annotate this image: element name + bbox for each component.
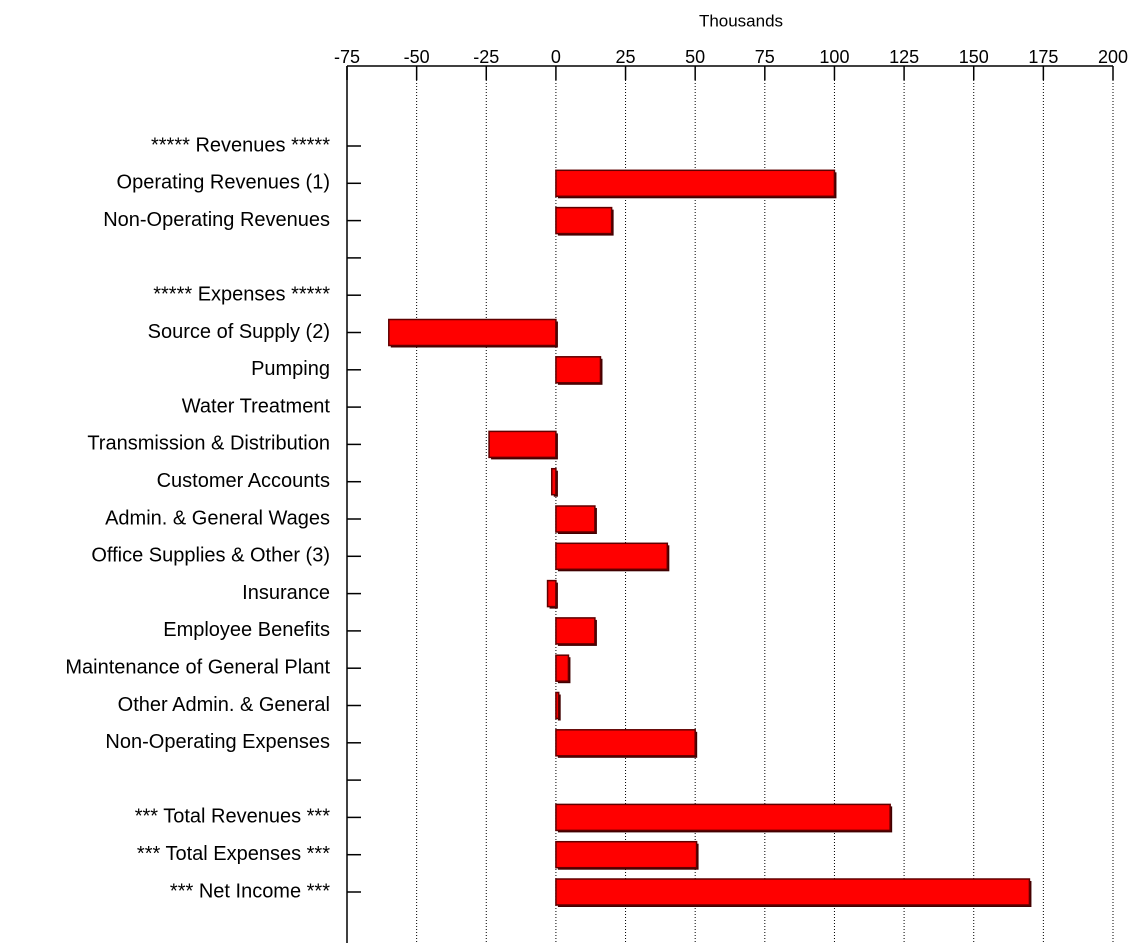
- bar: [555, 617, 596, 645]
- y-tick-label: Admin. & General Wages: [105, 507, 330, 529]
- x-tick-label: 0: [551, 47, 561, 67]
- bar: [555, 505, 596, 533]
- bar: [555, 878, 1031, 906]
- bar: [555, 356, 602, 384]
- y-tick-label: Source of Supply (2): [148, 321, 330, 343]
- x-tick-label: 50: [685, 47, 705, 67]
- bar: [555, 654, 570, 682]
- y-tick-label: *** Net Income ***: [170, 880, 330, 902]
- x-tick-label: 200: [1098, 47, 1128, 67]
- x-tick-label: 125: [889, 47, 919, 67]
- y-tick-label: Pumping: [251, 358, 330, 380]
- x-tick-label: 25: [616, 47, 636, 67]
- bar: [388, 318, 557, 347]
- x-axis-label: Thousands: [699, 11, 783, 30]
- bar: [488, 430, 557, 459]
- x-tick-label: -50: [404, 47, 430, 67]
- y-tick-label: Office Supplies & Other (3): [91, 545, 330, 567]
- x-tick-label: 150: [959, 47, 989, 67]
- y-tick-label: Customer Accounts: [157, 470, 330, 492]
- bar: [555, 206, 613, 235]
- bar: [546, 579, 557, 608]
- x-tick-label: 75: [755, 47, 775, 67]
- x-tick-label: -25: [473, 47, 499, 67]
- bar: [555, 169, 836, 198]
- y-tick-label: Insurance: [242, 582, 330, 604]
- y-tick-label: Maintenance of General Plant: [65, 656, 330, 678]
- y-tick-label: Other Admin. & General: [118, 694, 330, 716]
- y-tick-label: Operating Revenues (1): [117, 172, 330, 194]
- y-tick-label: Employee Benefits: [163, 619, 330, 641]
- x-tick-label: -75: [334, 47, 360, 67]
- y-tick-label: *** Total Expenses ***: [137, 843, 330, 865]
- bar: [555, 729, 696, 757]
- x-tick-label: 175: [1028, 47, 1058, 67]
- bar: [555, 691, 560, 720]
- bar: [555, 542, 669, 571]
- y-tick-label: Non-Operating Expenses: [105, 731, 330, 753]
- y-tick-label: Non-Operating Revenues: [103, 209, 330, 231]
- bar: [555, 840, 698, 869]
- y-tick-label: ***** Expenses *****: [153, 283, 330, 305]
- y-tick-label: Water Treatment: [182, 395, 331, 417]
- bar: [550, 467, 557, 496]
- bar: [555, 803, 891, 832]
- y-tick-label: *** Total Revenues ***: [135, 806, 331, 828]
- y-tick-label: Transmission & Distribution: [87, 433, 330, 455]
- y-tick-label: ***** Revenues *****: [151, 134, 330, 156]
- x-tick-label: 100: [819, 47, 849, 67]
